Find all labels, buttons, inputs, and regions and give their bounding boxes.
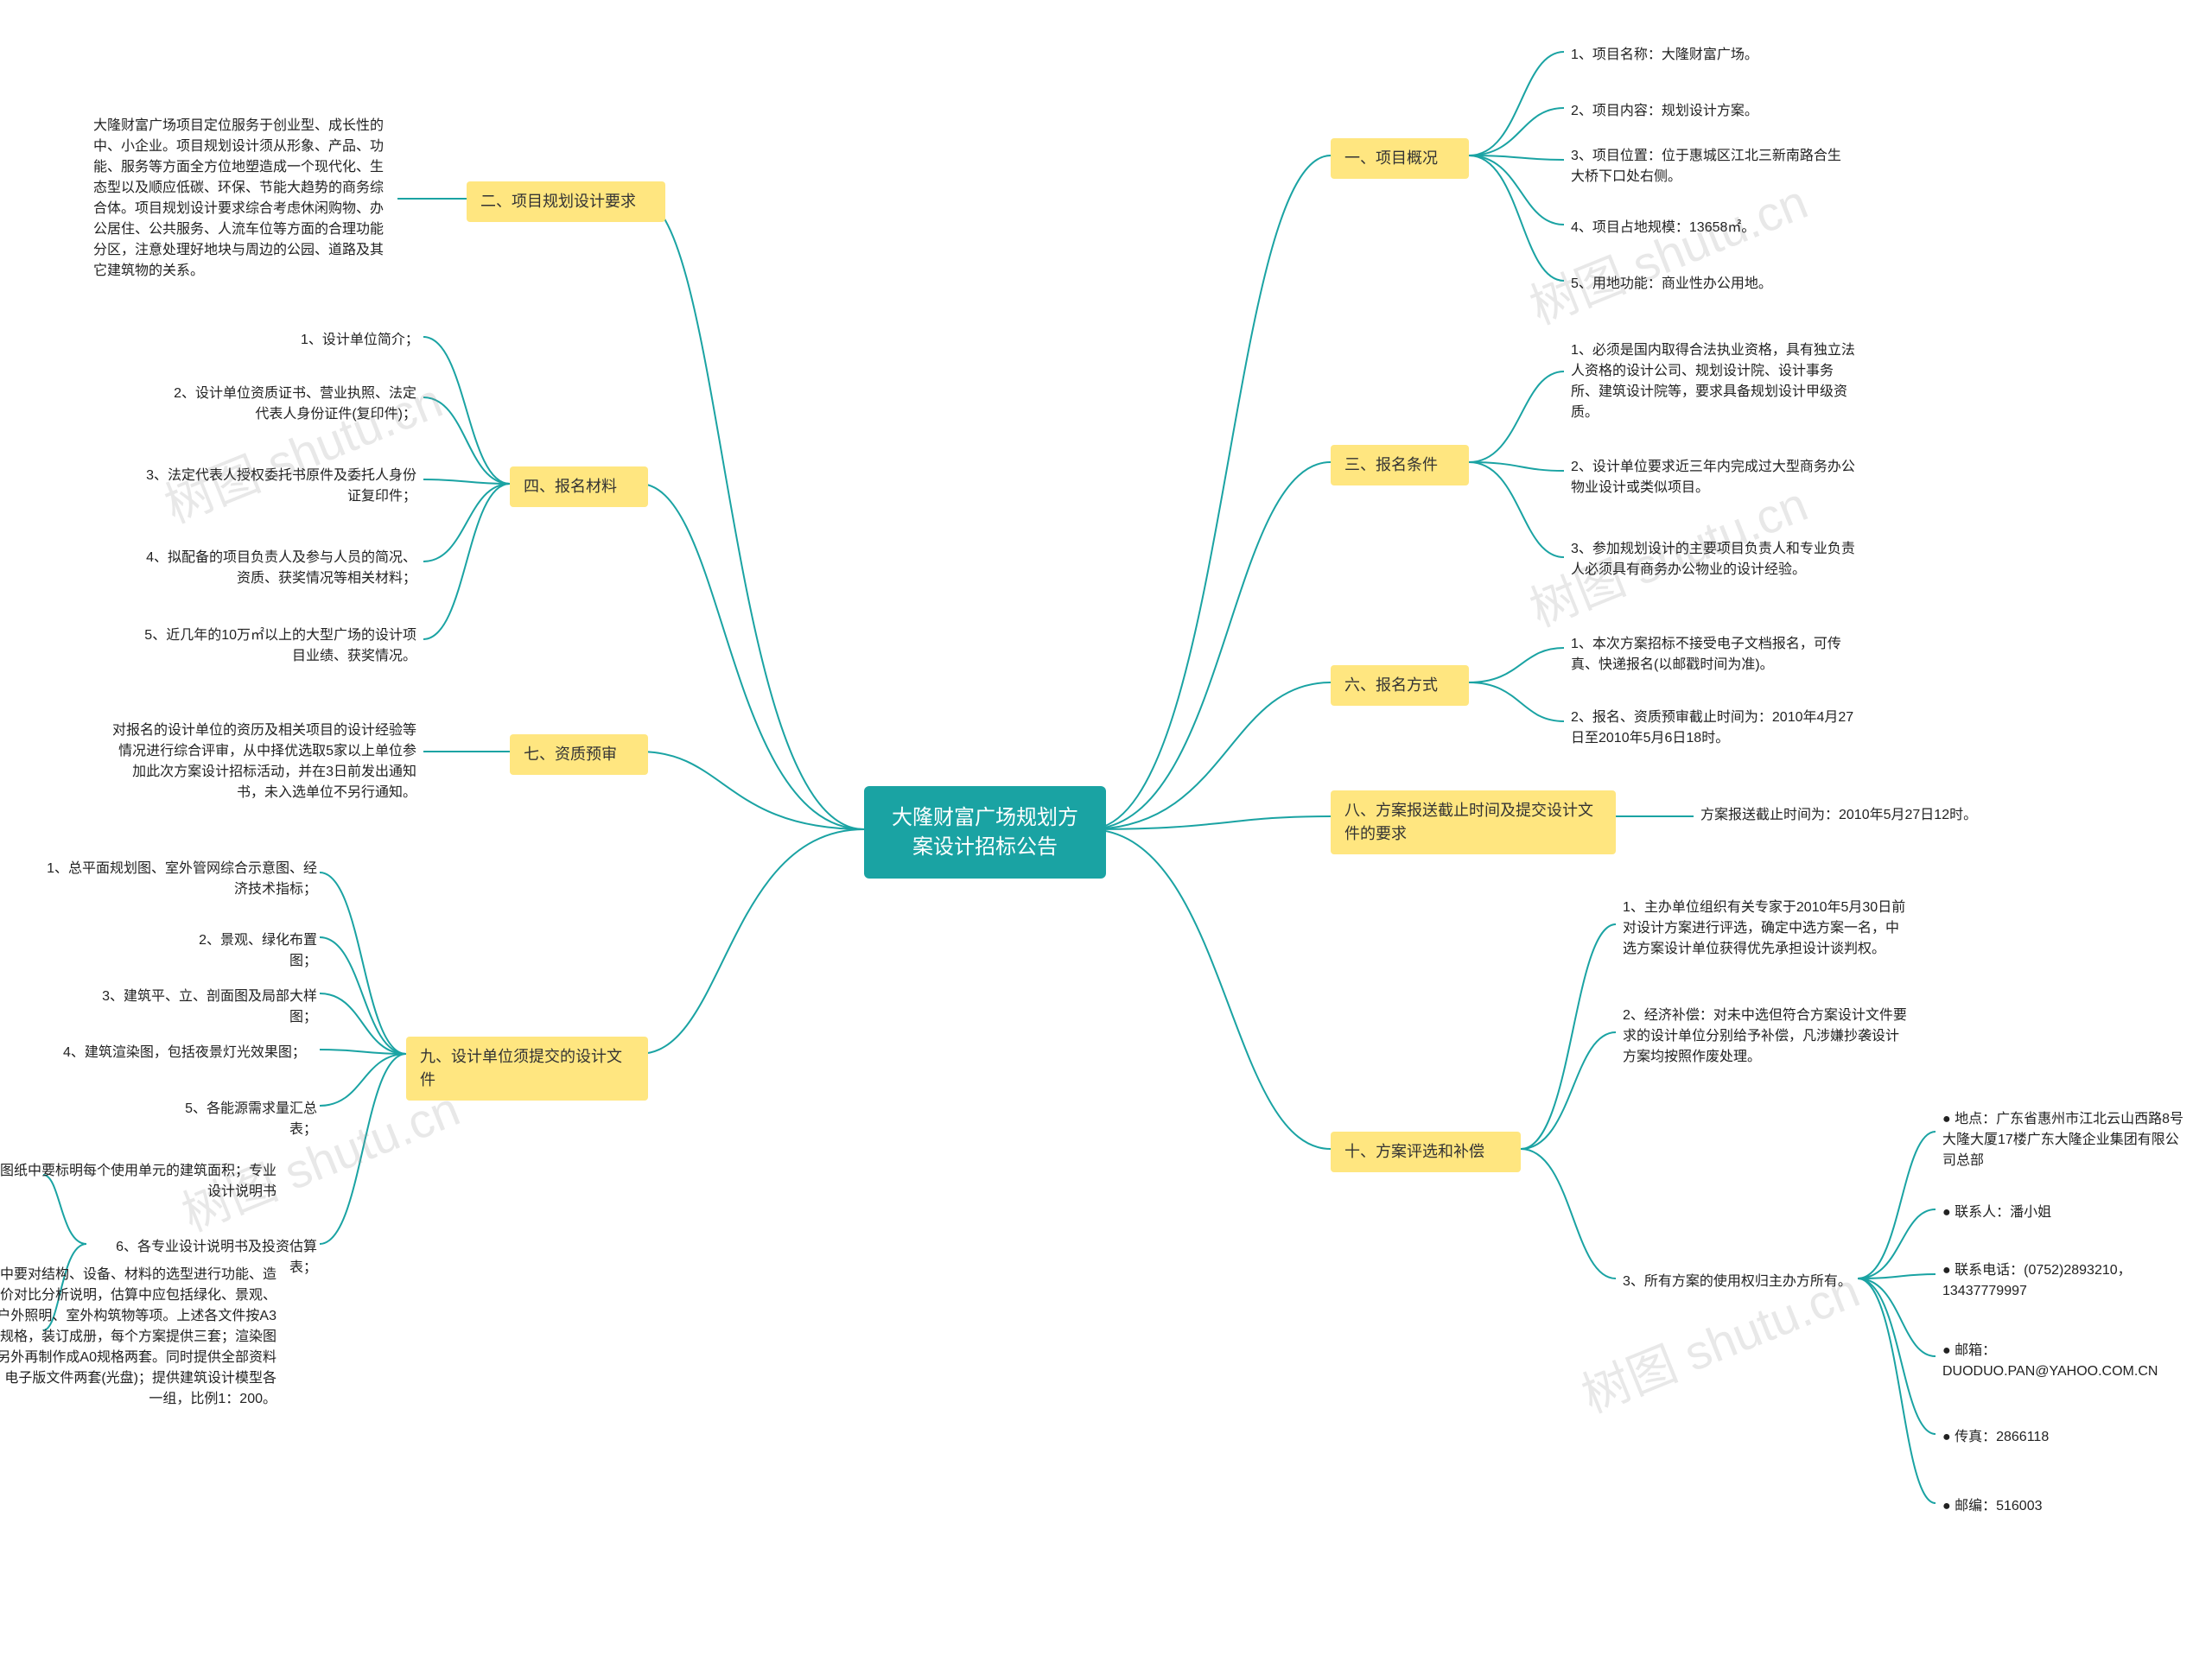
leaf-3-1: 1、必须是国内取得合法执业资格，具有独立法人资格的设计公司、规划设计院、设计事务… [1564, 337, 1866, 427]
leaf-9-6-1: 图纸中要标明每个使用单元的建筑面积；专业设计说明书 [0, 1158, 283, 1206]
leaf-10-1: 1、主办单位组织有关专家于2010年5月30日前对设计方案进行评选，确定中选方案… [1616, 894, 1918, 963]
branch-4[interactable]: 四、报名材料 [510, 466, 648, 507]
leaf-1-4: 4、项目占地规模：13658㎡。 [1564, 214, 1762, 242]
leaf-3-3: 3、参加规划设计的主要项目负责人和专业负责人必须具有商务办公物业的设计经验。 [1564, 536, 1866, 584]
leaf-10-2: 2、经济补偿：对未中选但符合方案设计文件要求的设计单位分别给予补偿，凡涉嫌抄袭设… [1616, 1002, 1918, 1071]
leaf-2-1: 大隆财富广场项目定位服务于创业型、成长性的中、小企业。项目规划设计须从形象、产品… [86, 112, 397, 285]
leaf-9-3: 3、建筑平、立、剖面图及局部大样图； [82, 983, 324, 1031]
leaf-4-4: 4、拟配备的项目负责人及参与人员的简况、资质、获奖情况等相关材料； [130, 544, 423, 593]
leaf-6-1: 1、本次方案招标不接受电子文档报名，可传真、快递报名(以邮戳时间为准)。 [1564, 631, 1866, 679]
leaf-10-3-4: ● 邮箱：DUODUO.PAN@YAHOO.COM.CN [1936, 1337, 2195, 1386]
leaf-9-5: 5、各能源需求量汇总表； [151, 1095, 324, 1144]
mindmap-canvas: 树图 shutu.cn 树图 shutu.cn 树图 shutu.cn 树图 s… [0, 0, 2212, 1656]
leaf-10-3: 3、所有方案的使用权归主办方所有。 [1616, 1268, 1859, 1296]
leaf-9-1: 1、总平面规划图、室外管网综合示意图、经济技术指标； [39, 855, 324, 904]
leaf-1-1: 1、项目名称：大隆财富广场。 [1564, 41, 1765, 69]
leaf-10-3-1: ● 地点：广东省惠州市江北云山西路8号大隆大厦17楼广东大隆企业集团有限公司总部 [1936, 1106, 2195, 1175]
branch-6[interactable]: 六、报名方式 [1331, 665, 1469, 706]
leaf-10-3-2: ● 联系人：潘小姐 [1936, 1199, 2058, 1227]
leaf-4-5: 5、近几年的10万㎡以上的大型广场的设计项目业绩、获奖情况。 [130, 622, 423, 670]
leaf-8-1: 方案报送截止时间为：2010年5月27日12时。 [1694, 802, 1984, 829]
leaf-6-2: 2、报名、资质预审截止时间为：2010年4月27日至2010年5月6日18时。 [1564, 704, 1866, 752]
leaf-9-2: 2、景观、绿化布置图； [168, 927, 324, 975]
branch-3[interactable]: 三、报名条件 [1331, 445, 1469, 485]
leaf-4-3: 3、法定代表人授权委托书原件及委托人身份证复印件； [130, 462, 423, 511]
leaf-1-3: 3、项目位置：位于惠城区江北三新南路合生大桥下口处右侧。 [1564, 143, 1858, 191]
branch-9[interactable]: 九、设计单位须提交的设计文件 [406, 1037, 648, 1101]
leaf-1-2: 2、项目内容：规划设计方案。 [1564, 98, 1765, 125]
leaf-3-2: 2、设计单位要求近三年内完成过大型商务办公物业设计或类似项目。 [1564, 454, 1866, 502]
leaf-7-1: 对报名的设计单位的资历及相关项目的设计经验等情况进行综合评审，从中择优选取5家以… [104, 717, 423, 807]
root-node[interactable]: 大隆财富广场规划方案设计招标公告 [864, 786, 1106, 879]
branch-7[interactable]: 七、资质预审 [510, 734, 648, 775]
leaf-1-5: 5、用地功能：商业性办公用地。 [1564, 270, 1779, 298]
branch-2[interactable]: 二、项目规划设计要求 [467, 181, 665, 222]
leaf-10-3-3: ● 联系电话：(0752)2893210，13437779997 [1936, 1257, 2195, 1305]
leaf-10-3-6: ● 邮编：516003 [1936, 1493, 2050, 1520]
leaf-9-4: 4、建筑渲染图，包括夜景灯光效果图； [56, 1039, 313, 1067]
branch-8[interactable]: 八、方案报送截止时间及提交设计文件的要求 [1331, 790, 1616, 854]
branch-10[interactable]: 十、方案评选和补偿 [1331, 1132, 1521, 1172]
leaf-9-6-2: 中要对结构、设备、材料的选型进行功能、造价对比分析说明，估算中应包括绿化、景观、… [0, 1261, 283, 1413]
leaf-4-2: 2、设计单位资质证书、营业执照、法定代表人身份证件(复印件)； [164, 380, 423, 428]
branch-1[interactable]: 一、项目概况 [1331, 138, 1469, 179]
leaf-10-3-5: ● 传真：2866118 [1936, 1424, 2056, 1451]
leaf-4-1: 1、设计单位简介； [294, 327, 426, 354]
